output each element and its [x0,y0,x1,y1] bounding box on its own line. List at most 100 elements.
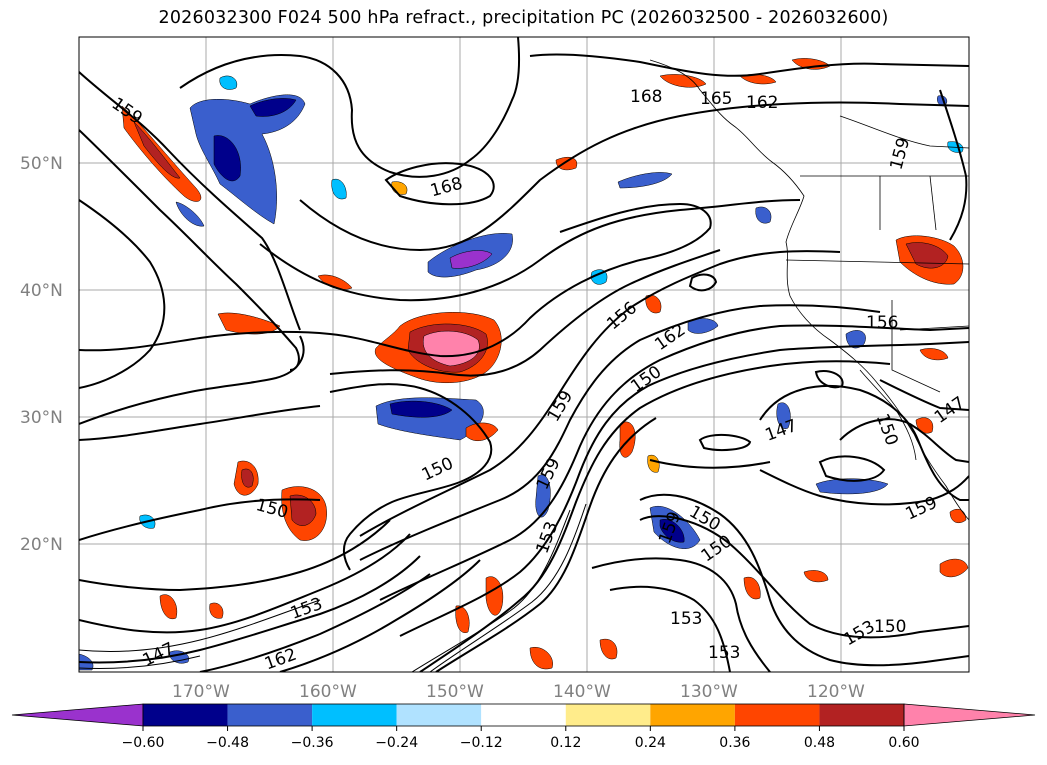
contour-label: 156 [866,313,898,333]
contour-line [759,384,969,501]
contour-label: 147 [763,416,800,446]
contour-line [329,249,721,377]
contour-line [329,383,493,571]
contour-line [429,503,587,672]
precip-blob [743,576,761,600]
colorbar-tick-label: 0.36 [719,735,750,751]
colorbar-segment [650,704,735,726]
graticule [79,37,969,672]
colorbar: −0.60 −0.48 −0.36 −0.24 −0.12 0.12 0.24 0.36 0.4… [11,703,1036,751]
contour-line [939,89,968,241]
contour-label: 150 [419,454,457,486]
colorbar-tick-label: −0.24 [375,735,418,751]
contour-line [609,585,731,672]
border [785,259,969,265]
contour-line [529,53,969,77]
contour-line [399,341,969,637]
precip-blob [919,348,949,361]
latitude-labels: 50°N 40°N 30°N 20°N [20,154,63,555]
longitude-labels: 170°W 160°W 150°W 140°W 130°W 120°W [172,682,865,702]
precip-blob [803,570,829,583]
refractivity-contours-thin [79,503,587,672]
contour-line [419,360,891,672]
contour-line [79,533,411,634]
contour-label: 153 [288,594,325,624]
contour-line [79,555,421,664]
colorbar-segment [481,704,566,726]
contour-label: 153 [708,643,740,663]
lon-label: 130°W [680,682,738,702]
colorbar-extend-max [903,703,1036,727]
lon-label: 160°W [299,682,357,702]
contour-line [259,199,801,302]
precip-negative [79,75,964,671]
contour-line [839,418,969,463]
precip-blob [249,98,297,117]
lon-label: 170°W [172,682,230,702]
colorbar-frame [142,703,905,727]
lat-label: 50°N [20,154,63,174]
contour-line [591,557,771,672]
contour-label: 150 [627,362,665,397]
contour-line [359,304,881,561]
contour-line [279,559,481,672]
contour-line [359,250,841,537]
precip-blob [590,269,608,285]
colorbar-segment [396,704,482,726]
precip-positive [121,58,969,670]
precip-blob [175,201,205,227]
colorbar-segment [565,704,651,726]
precip-blob [647,454,660,473]
colorbar-tick-label: −0.36 [291,735,334,751]
colorbar-segment [227,704,313,726]
colorbar-segment [312,704,397,726]
lat-label: 20°N [20,535,63,555]
contour-label: 147 [931,393,969,428]
lon-label: 120°W [807,682,865,702]
colorbar-extend-min [11,703,144,727]
contour-label: 153 [840,617,878,651]
contour-label: 159 [544,387,578,425]
precip-blob [659,519,685,543]
contour-label: 168 [428,174,465,202]
precip-blob [159,594,178,620]
precip-blob [529,646,553,670]
precip-blob [845,330,866,349]
contour-label: 150 [698,531,736,566]
precip-blob [599,638,618,660]
colorbar-tick-label: 0.12 [550,735,581,751]
contour-label: 159 [887,136,915,173]
precip-blob [485,576,504,616]
contour-label: 147 [140,639,178,671]
contour-line [79,599,321,653]
precip-blob [905,242,949,269]
contour-line [179,37,521,178]
contour-label: 153 [670,609,702,629]
contour-line [411,509,571,672]
contour-line [79,405,321,441]
contour-label: 162 [746,93,778,113]
contour-line [199,573,431,672]
precip-blob [776,402,791,429]
precip-blob [915,417,934,434]
contour-line [384,162,495,206]
precip-blob [219,75,238,90]
precip-blob [209,602,224,619]
lon-label: 150°W [426,682,484,702]
border [839,115,969,149]
precip-blob [217,312,281,335]
precip-blob [455,605,470,634]
contour-label: 150 [874,617,906,637]
colorbar-segment [819,704,904,726]
contour-line [435,417,657,672]
colorbar-tick-label: 0.48 [804,735,835,751]
contour-line [639,493,969,667]
precip-blob [555,157,578,171]
precip-blob [949,509,967,523]
coastline [649,59,969,521]
precip-blob [189,94,306,225]
precip-blob [121,105,202,202]
border [929,175,937,231]
contour-line [79,202,712,358]
